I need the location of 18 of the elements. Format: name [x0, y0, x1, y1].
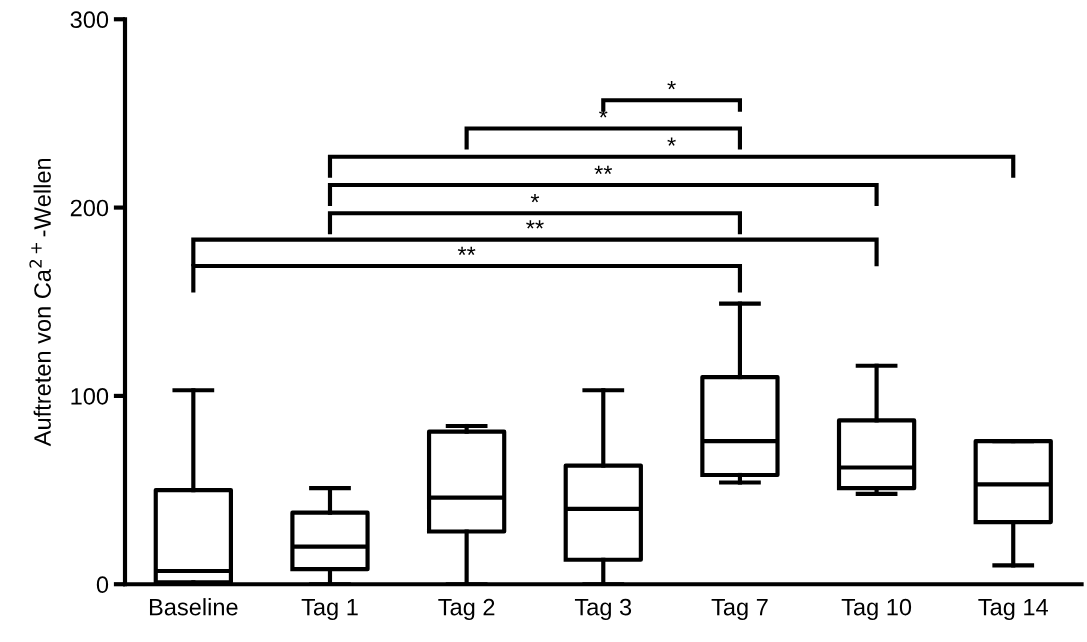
x-tick-label: Tag 10: [841, 598, 912, 621]
y-axis-title: Auftreten von Ca$^{2+}$-Wellen: [29, 158, 51, 447]
annotation: **: [594, 165, 613, 175]
x-tick-label: Tag 7: [711, 598, 768, 621]
annotation: **: [526, 220, 544, 229]
y-tick-label: 0: [96, 576, 109, 594]
x-tick-label: Tag 1: [301, 598, 358, 621]
x-tick-label: Tag 14: [978, 598, 1048, 621]
x-tick-label: Tag 3: [574, 598, 632, 621]
x-tick-label: Baseline: [149, 598, 238, 616]
y-tick-label: 300: [70, 11, 109, 29]
annotation: **: [457, 246, 476, 255]
annotation: *: [667, 137, 676, 146]
x-tick-label: Tag 2: [438, 598, 495, 621]
y-tick-label: 100: [71, 387, 109, 405]
y-tick-label: 200: [70, 199, 109, 217]
annotation: *: [667, 80, 676, 90]
annotation: *: [530, 193, 540, 203]
